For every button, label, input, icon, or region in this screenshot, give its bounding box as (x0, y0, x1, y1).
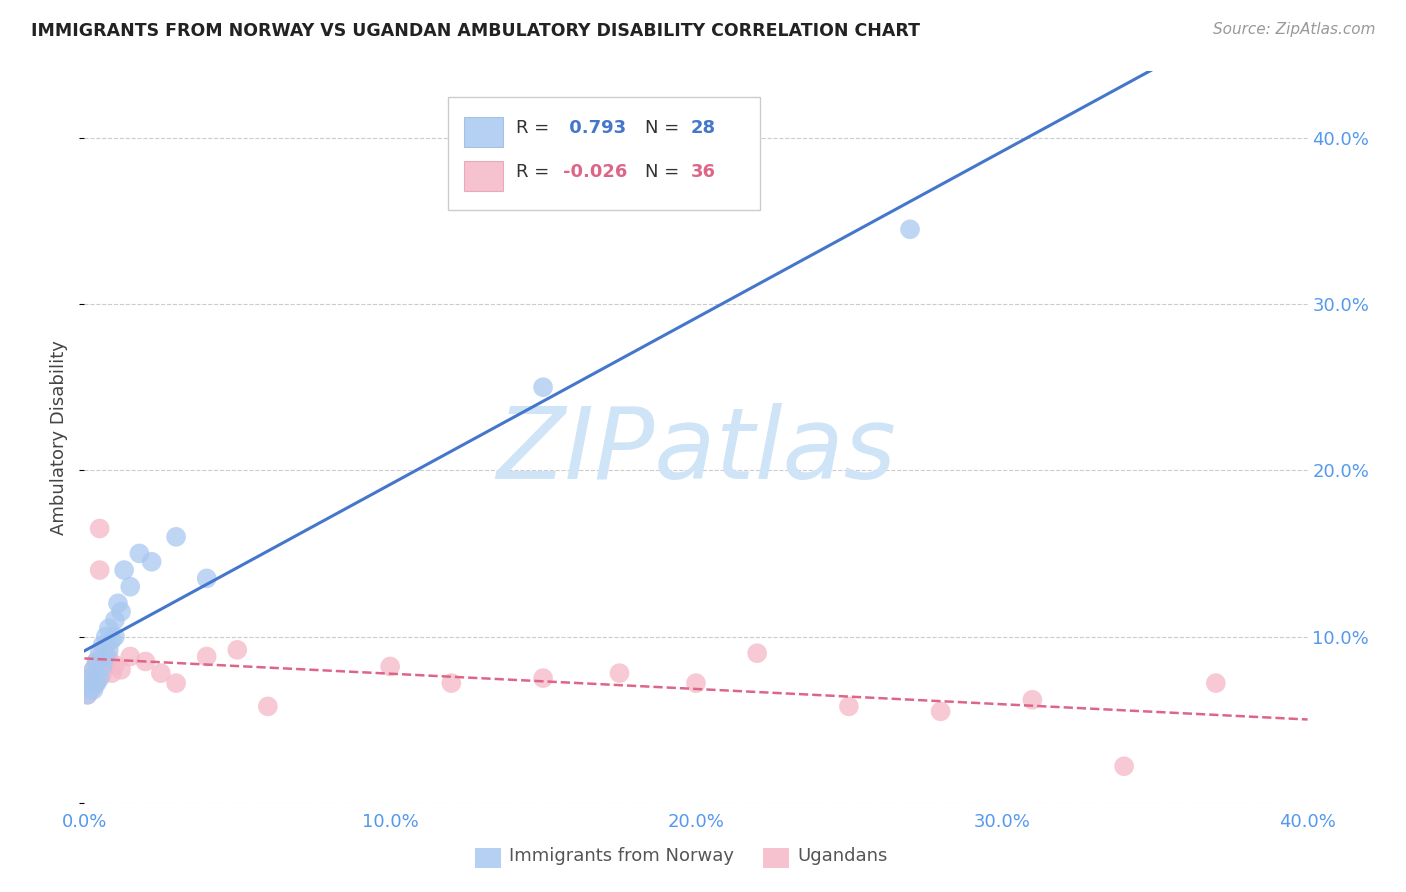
Point (94, 630, 117, 644)
Point (79, 671, 101, 685)
Point (165, 676, 187, 690)
Point (141, 555, 163, 569)
Point (101, 666, 124, 681)
Point (531, 671, 554, 685)
Text: 36: 36 (692, 163, 716, 181)
Point (149, 666, 172, 681)
Text: R =: R = (516, 120, 555, 137)
Point (104, 657, 127, 672)
Point (120, 580, 142, 594)
Point (91, 666, 114, 681)
Point (76, 676, 98, 690)
FancyBboxPatch shape (447, 97, 759, 211)
Point (79, 682, 101, 697)
Point (440, 676, 463, 690)
Point (838, 699, 860, 714)
Text: N =: N = (644, 163, 685, 181)
FancyBboxPatch shape (464, 118, 503, 146)
Point (89, 521, 111, 535)
Point (86, 676, 108, 690)
Point (685, 676, 707, 690)
Point (195, 649, 218, 664)
Point (104, 630, 127, 644)
Point (89, 563, 111, 577)
Point (94, 638, 117, 652)
Point (97, 651, 120, 665)
Point (101, 632, 124, 647)
Point (195, 571, 218, 585)
Point (257, 699, 280, 714)
Point (83, 682, 105, 697)
Point (104, 613, 127, 627)
Point (112, 563, 135, 577)
Point (110, 605, 132, 619)
Point (165, 530, 187, 544)
Y-axis label: Ambulatory Disability: Ambulatory Disability (51, 340, 69, 534)
Point (110, 663, 132, 677)
Point (86, 655, 108, 669)
Point (747, 646, 769, 660)
Text: IMMIGRANTS FROM NORWAY VS UGANDAN AMBULATORY DISABILITY CORRELATION CHART: IMMIGRANTS FROM NORWAY VS UGANDAN AMBULA… (31, 22, 920, 40)
Point (91, 638, 114, 652)
Point (89, 671, 111, 685)
Point (86, 674, 108, 689)
Text: ZIPatlas: ZIPatlas (496, 403, 896, 500)
Point (135, 655, 157, 669)
Point (76, 688, 98, 702)
Point (1114, 759, 1136, 773)
Point (83, 663, 105, 677)
Point (79, 680, 101, 694)
Point (107, 596, 129, 610)
Point (1021, 692, 1043, 706)
Text: N =: N = (644, 120, 685, 137)
Point (76, 688, 98, 702)
Point (86, 655, 108, 669)
Text: 28: 28 (692, 120, 716, 137)
Point (97, 621, 120, 635)
Text: Ugandans: Ugandans (797, 847, 887, 865)
Point (83, 680, 105, 694)
Point (128, 546, 150, 560)
Point (531, 380, 554, 394)
Point (79, 671, 101, 685)
Text: Source: ZipAtlas.com: Source: ZipAtlas.com (1212, 22, 1375, 37)
Point (120, 649, 142, 664)
Text: R =: R = (516, 163, 555, 181)
Point (609, 666, 631, 681)
Point (94, 649, 117, 664)
FancyBboxPatch shape (464, 161, 503, 191)
Point (380, 659, 402, 673)
Text: Immigrants from Norway: Immigrants from Norway (509, 847, 734, 865)
Point (898, 222, 921, 236)
Point (1205, 676, 1227, 690)
Point (94, 659, 117, 673)
Point (83, 663, 105, 677)
Point (91, 646, 114, 660)
Point (97, 643, 120, 657)
Point (89, 646, 111, 660)
Point (91, 659, 114, 673)
Text: -0.026: -0.026 (562, 163, 627, 181)
Text: 0.793: 0.793 (562, 120, 626, 137)
Point (929, 705, 952, 719)
Point (226, 643, 249, 657)
